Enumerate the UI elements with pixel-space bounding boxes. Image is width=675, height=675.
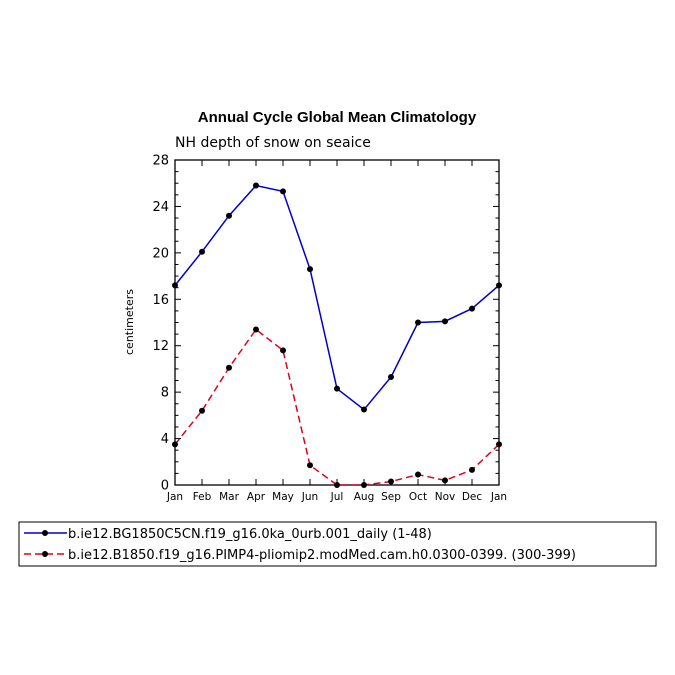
y-tick-label: 28 [152,154,169,169]
data-point-series-1 [415,471,421,478]
y-tick-label: 0 [161,479,169,494]
data-point-series-1 [442,477,448,484]
series-line-1 [174,328,500,486]
y-axis-label: centimeters [123,289,136,355]
data-point-series-1 [496,441,502,448]
data-point-series-1 [307,462,313,469]
axes: 0 4 8 12 16 20 24 28 Jan Feb Mar Apr May Jun Jul Aug Sep… [152,154,507,504]
chart-title: Annual Cycle Global Mean Climatology [198,109,477,126]
data-point-series-0 [388,374,394,381]
y-tick-label: 24 [152,200,169,215]
y-tick-label: 20 [152,246,169,261]
data-point-series-0 [496,282,502,289]
x-tick-label: Jan [490,491,507,503]
x-tick-label: May [272,491,294,503]
data-point-series-0 [199,248,205,255]
data-point-series-1 [253,326,259,333]
x-tick-label: Aug [354,491,375,503]
data-point-series-0 [280,188,286,195]
chart-subtitle: NH depth of snow on seaice [175,135,371,151]
legend-label-1: b.ie12.B1850.f19_g16.PIMP4-pliomip2.modM… [68,548,576,563]
legend-box [18,521,657,567]
x-tick-label: Jun [301,491,318,503]
x-tick-label: Oct [409,491,427,503]
series-line-0 [174,184,500,411]
legend: b.ie12.BG1850C5CN.f19_g16.0ka_0urb.001_d… [18,521,657,567]
x-tick-label: Feb [193,491,212,503]
x-tick-label: Mar [219,491,239,503]
x-tick-label: Jan [166,491,183,503]
data-point-series-0 [415,319,421,326]
legend-marker-0 [42,530,48,536]
data-point-series-0 [469,305,475,312]
data-point-series-1 [226,364,232,371]
x-tick-label: Apr [247,491,266,503]
data-point-series-0 [226,212,232,219]
data-point-series-0 [361,406,367,413]
data-point-series-0 [442,318,448,325]
x-tick-label: Sep [381,491,401,503]
legend-label-0: b.ie12.BG1850C5CN.f19_g16.0ka_0urb.001_d… [68,527,432,542]
data-point-series-0 [307,266,313,273]
y-tick-label: 16 [152,293,169,308]
data-point-series-1 [361,482,367,488]
legend-marker-1 [42,551,48,557]
series-layer [172,182,502,488]
data-point-series-1 [388,478,394,485]
data-point-series-1 [280,347,286,354]
data-point-series-0 [253,182,259,189]
data-point-series-1 [199,407,205,414]
y-tick-label: 4 [161,432,169,447]
data-point-series-0 [334,385,340,392]
y-tick-label: 12 [152,339,169,354]
y-tick-label: 8 [161,386,169,401]
data-point-series-1 [334,482,340,488]
data-point-series-0 [172,282,178,289]
x-tick-label: Nov [435,491,456,503]
plot-frame [174,159,500,486]
x-tick-label: Dec [462,491,483,503]
data-point-series-1 [469,466,475,473]
x-tick-label: Jul [330,491,344,503]
data-point-series-1 [172,441,178,448]
